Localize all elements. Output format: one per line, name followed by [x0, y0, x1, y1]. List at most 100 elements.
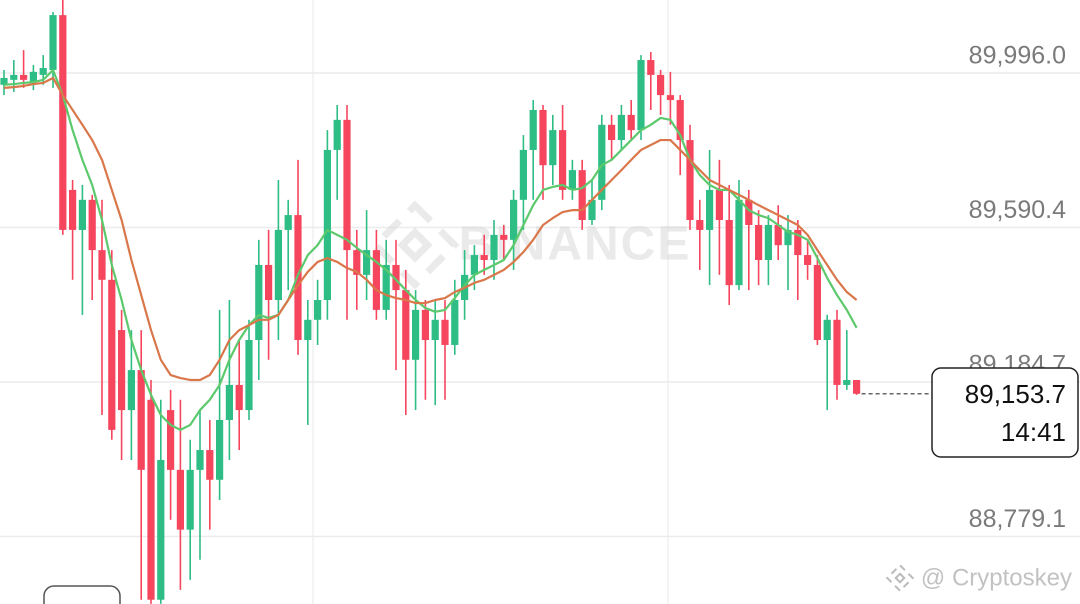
candle-body	[755, 224, 763, 261]
candle-body	[598, 124, 606, 200]
candle-body	[382, 264, 390, 310]
candle-body	[833, 319, 841, 385]
candle-body	[167, 410, 175, 470]
candle-body	[127, 370, 135, 411]
candle-body	[470, 255, 478, 275]
candle-body	[764, 224, 772, 261]
candle-body	[637, 60, 645, 131]
candle-body	[20, 74, 28, 80]
candle-body	[529, 109, 537, 150]
candle-body	[333, 119, 341, 150]
credit-logo	[885, 563, 915, 593]
candle-body	[853, 379, 861, 394]
candle-body	[225, 384, 233, 420]
candle-body	[745, 199, 753, 225]
candle-body	[794, 229, 802, 256]
candle-body	[725, 220, 733, 286]
candle-body	[784, 229, 792, 246]
y-tick-label: 89,996.0	[969, 42, 1066, 70]
candle-body	[706, 189, 714, 230]
candle-body	[108, 279, 116, 430]
candle-body	[715, 189, 723, 221]
candle-body	[431, 319, 439, 340]
candle-body	[676, 100, 684, 141]
toolbar-button[interactable]	[43, 585, 121, 604]
candle-body	[137, 370, 145, 470]
watermark: BINANCE	[370, 200, 689, 290]
candle-body	[304, 319, 312, 340]
candle-body	[412, 309, 420, 360]
candle-body	[617, 114, 625, 141]
candle-body	[686, 140, 694, 221]
candle-body	[804, 255, 812, 265]
candle-body	[88, 199, 96, 251]
candle-body	[657, 74, 665, 96]
candle-body	[176, 469, 184, 530]
candle-body	[588, 199, 596, 221]
candle-body	[519, 149, 527, 200]
moving-average	[3, 76, 858, 382]
candle-body	[274, 229, 282, 301]
candle-body	[49, 15, 57, 70]
moving-average	[3, 68, 858, 431]
y-tick-label: 88,779.1	[969, 505, 1066, 533]
candle-body	[206, 450, 214, 480]
candle-body	[235, 384, 243, 411]
candle-body	[696, 220, 704, 230]
countdown: 14:41	[1001, 417, 1066, 447]
candle-body	[78, 199, 86, 230]
candle-body	[69, 189, 77, 230]
candle-body	[118, 330, 126, 411]
candle-body	[421, 309, 429, 340]
candle-body	[510, 199, 518, 240]
candle-body	[245, 339, 253, 411]
credit: @ Cryptoskey	[885, 563, 1072, 593]
candle-body	[353, 250, 361, 275]
candle-body	[147, 399, 155, 600]
candle-body	[647, 60, 655, 75]
candle-body	[559, 130, 567, 190]
candle-body	[39, 68, 47, 75]
watermark-logo	[370, 200, 460, 290]
candle-body	[402, 290, 410, 360]
candle-body	[59, 15, 67, 230]
candle-body	[823, 319, 831, 340]
candle-body	[500, 234, 508, 240]
candle-body	[549, 130, 557, 166]
grid: 88,779.189,184.789,590.489,996.0	[0, 42, 1080, 538]
candle-body	[216, 419, 224, 480]
price-label: 89,153.7	[965, 379, 1066, 409]
candle-body	[578, 170, 586, 221]
candle-body	[539, 109, 547, 166]
candle-body	[363, 250, 371, 275]
candle-body	[774, 224, 782, 246]
candle-body	[480, 255, 488, 261]
candle-body	[0, 77, 8, 85]
candle-body	[29, 71, 37, 83]
candle-body	[441, 319, 449, 345]
marks	[0, 0, 861, 604]
candle-body	[490, 234, 498, 261]
candle-body	[284, 215, 292, 230]
candle-body	[451, 300, 459, 345]
candle-body	[314, 300, 322, 320]
candle-body	[265, 264, 273, 301]
candle-body	[186, 469, 194, 530]
candle-body	[568, 170, 576, 190]
price-box	[931, 367, 1079, 458]
y-tick-label: 89,590.4	[969, 196, 1066, 224]
credit-text: @ Cryptoskey	[921, 564, 1072, 591]
candle-body	[323, 149, 331, 301]
candle-body	[157, 459, 165, 600]
candle-body	[813, 264, 821, 340]
candle-body	[666, 95, 674, 101]
candle-body	[608, 124, 616, 141]
candle-body	[392, 264, 400, 291]
candle-body	[372, 250, 380, 310]
candle-body	[343, 119, 351, 251]
candle-body	[98, 250, 106, 280]
candle-body	[627, 114, 635, 131]
candle-body	[255, 264, 263, 340]
